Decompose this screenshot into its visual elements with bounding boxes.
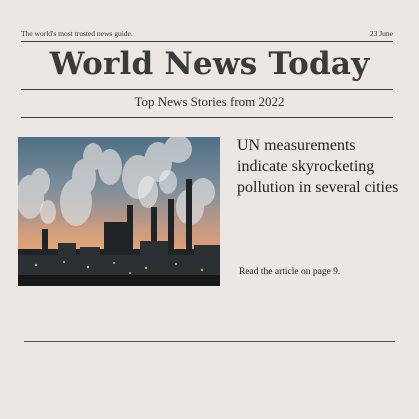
article-headline: UN measurements indicate skyrocketing po… — [237, 137, 399, 196]
section-subtitle: Top News Stories from 2022 — [134, 94, 285, 109]
divider-top — [21, 41, 393, 42]
divider-under-subtitle — [21, 117, 393, 118]
issue-date: 23 June — [369, 28, 393, 38]
top-info-bar: The world's most trusted news guide. 23 … — [21, 27, 393, 39]
divider-bottom — [24, 341, 395, 342]
divider-under-masthead — [21, 89, 393, 90]
masthead-title: World News Today — [49, 46, 370, 82]
tagline: The world's most trusted news guide. — [21, 28, 133, 38]
read-more-note: Read the article on page 9. — [239, 267, 341, 277]
pollution-photo — [18, 137, 220, 286]
